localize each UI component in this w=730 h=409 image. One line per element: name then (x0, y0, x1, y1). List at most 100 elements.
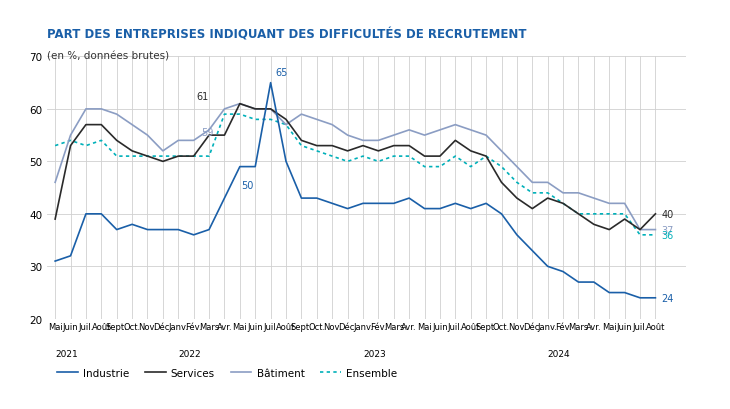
Industrie (404, 196, 413, 201)
Services (220, 133, 228, 138)
Ensemble (543, 191, 552, 196)
Ensemble (512, 180, 521, 185)
Services (236, 102, 245, 107)
Ensemble (66, 139, 75, 144)
Bâtiment (574, 191, 583, 196)
Bâtiment (528, 180, 537, 185)
Text: 59: 59 (201, 128, 214, 138)
Ensemble (328, 154, 337, 159)
Services (589, 222, 598, 227)
Ensemble (343, 160, 352, 164)
Ensemble (558, 201, 567, 206)
Ensemble (82, 144, 91, 149)
Text: 65: 65 (275, 68, 288, 78)
Services (189, 154, 198, 159)
Text: 2022: 2022 (178, 350, 201, 358)
Industrie (574, 280, 583, 285)
Services (51, 217, 60, 222)
Industrie (605, 290, 614, 295)
Industrie (128, 222, 137, 227)
Bâtiment (497, 149, 506, 154)
Industrie (528, 249, 537, 254)
Industrie (174, 227, 182, 232)
Bâtiment (66, 133, 75, 138)
Bâtiment (343, 133, 352, 138)
Services (528, 207, 537, 211)
Ensemble (236, 112, 245, 117)
Line: Bâtiment: Bâtiment (55, 104, 656, 230)
Ensemble (266, 118, 275, 123)
Industrie (66, 254, 75, 258)
Ensemble (589, 212, 598, 217)
Bâtiment (312, 118, 321, 123)
Industrie (97, 212, 106, 217)
Industrie (620, 290, 629, 295)
Bâtiment (420, 133, 429, 138)
Ensemble (404, 154, 413, 159)
Line: Ensemble: Ensemble (55, 115, 656, 235)
Ensemble (143, 154, 152, 159)
Line: Services: Services (55, 104, 656, 230)
Bâtiment (543, 180, 552, 185)
Bâtiment (128, 123, 137, 128)
Ensemble (112, 154, 121, 159)
Industrie (374, 201, 383, 206)
Ensemble (282, 123, 291, 128)
Ensemble (374, 160, 383, 164)
Text: (en %, données brutes): (en %, données brutes) (47, 51, 169, 61)
Text: PART DES ENTREPRISES INDIQUANT DES DIFFICULTÉS DE RECRUTEMENT: PART DES ENTREPRISES INDIQUANT DES DIFFI… (47, 29, 527, 42)
Industrie (266, 81, 275, 86)
Services (266, 107, 275, 112)
Services (128, 149, 137, 154)
Services (605, 227, 614, 232)
Ensemble (651, 233, 660, 238)
Ensemble (358, 154, 367, 159)
Bâtiment (482, 133, 491, 138)
Ensemble (128, 154, 137, 159)
Ensemble (420, 165, 429, 170)
Bâtiment (436, 128, 445, 133)
Industrie (189, 233, 198, 238)
Industrie (143, 227, 152, 232)
Industrie (389, 201, 398, 206)
Industrie (220, 196, 228, 201)
Bâtiment (512, 165, 521, 170)
Text: 50: 50 (242, 180, 254, 190)
Bâtiment (143, 133, 152, 138)
Industrie (497, 212, 506, 217)
Ensemble (51, 144, 60, 149)
Bâtiment (297, 112, 306, 117)
Bâtiment (282, 123, 291, 128)
Bâtiment (636, 227, 645, 232)
Bâtiment (236, 102, 245, 107)
Services (82, 123, 91, 128)
Ensemble (636, 233, 645, 238)
Industrie (482, 201, 491, 206)
Services (620, 217, 629, 222)
Services (651, 212, 660, 217)
Services (297, 139, 306, 144)
Industrie (312, 196, 321, 201)
Industrie (328, 201, 337, 206)
Legend: Industrie, Services, Bâtiment, Ensemble: Industrie, Services, Bâtiment, Ensemble (53, 364, 402, 382)
Bâtiment (558, 191, 567, 196)
Industrie (420, 207, 429, 211)
Ensemble (251, 118, 260, 123)
Services (312, 144, 321, 149)
Industrie (82, 212, 91, 217)
Industrie (543, 264, 552, 269)
Ensemble (220, 112, 228, 117)
Bâtiment (97, 107, 106, 112)
Industrie (112, 227, 121, 232)
Industrie (236, 165, 245, 170)
Services (112, 139, 121, 144)
Bâtiment (220, 107, 228, 112)
Text: 61: 61 (197, 92, 209, 102)
Services (374, 149, 383, 154)
Ensemble (297, 144, 306, 149)
Bâtiment (174, 139, 182, 144)
Industrie (158, 227, 167, 232)
Industrie (436, 207, 445, 211)
Bâtiment (389, 133, 398, 138)
Services (282, 118, 291, 123)
